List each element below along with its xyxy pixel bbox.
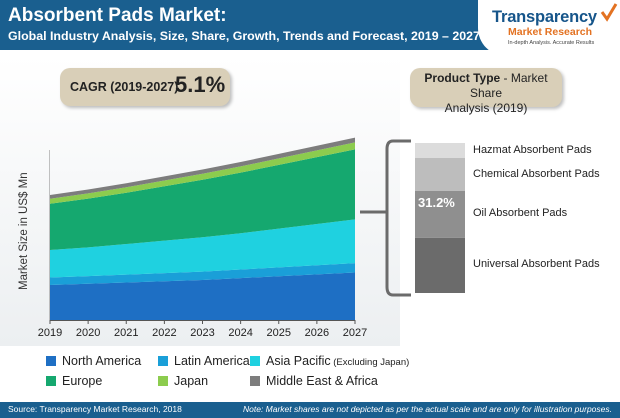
legend: North America Latin America Asia Pacific (… (0, 350, 420, 394)
area-series-latin-america (50, 263, 355, 285)
logo-check-icon (600, 3, 618, 22)
logo-tagline: In-depth Analysis. Accurate Results (508, 40, 595, 46)
legend-swatch (46, 356, 56, 366)
share-bracket (385, 139, 411, 297)
share-segment-hazmat-absorbent-pads (415, 143, 465, 158)
legend-item: Latin America (158, 354, 250, 368)
x-tick-label: 2026 (305, 327, 329, 339)
x-tick-label: 2019 (38, 327, 62, 339)
product-type-label-rest: - Market Share (469, 71, 548, 100)
product-type-label-line2: Analysis (2019) (444, 101, 528, 115)
x-tick-label: 2022 (152, 327, 176, 339)
share-segment-oil-absorbent-pads (415, 191, 465, 238)
share-segment-universal-absorbent-pads (415, 237, 465, 293)
share-segment-value: 31.2% (418, 195, 455, 211)
legend-swatch (158, 376, 168, 386)
footer-source: Source: Transparency Market Research, 20… (8, 404, 182, 414)
area-series-middle-east-africa (50, 137, 355, 199)
legend-note: (Excluding Japan) (330, 357, 410, 368)
area-series-europe (50, 149, 355, 250)
cagr-badge: CAGR (2019-2027) 5.1% (60, 68, 230, 106)
legend-item: Asia Pacific (Excluding Japan) (250, 354, 409, 368)
legend-label: Latin America (174, 354, 250, 368)
legend-label: Middle East & Africa (266, 374, 378, 388)
page-subtitle: Global Industry Analysis, Size, Share, G… (8, 29, 480, 43)
legend-label: Asia Pacific (266, 354, 331, 368)
page-title: Absorbent Pads Market: (8, 5, 227, 26)
share-segment-label: Oil Absorbent Pads (473, 207, 568, 220)
product-type-heading: Product Type - Market Share Analysis (20… (410, 68, 562, 115)
area-series-north-america (50, 272, 355, 320)
cagr-label: CAGR (2019-2027) (70, 80, 179, 94)
share-segment-label: Chemical Absorbent Pads (473, 167, 600, 180)
x-tick-label: 2020 (76, 327, 100, 339)
legend-label: North America (62, 354, 142, 368)
legend-swatch (158, 356, 168, 366)
x-tick-label: 2027 (343, 327, 367, 339)
cagr-value: 5.1% (175, 72, 226, 97)
logo: Transparency Market Research In-depth An… (478, 0, 620, 56)
area-series-japan (50, 142, 355, 204)
share-segment-label: Universal Absorbent Pads (473, 258, 600, 271)
x-tick-label: 2023 (190, 327, 214, 339)
legend-item: North America (46, 354, 141, 368)
x-tick-label: 2025 (267, 327, 291, 339)
logo-sub: Market Research (508, 26, 593, 38)
x-tick-label: 2024 (228, 327, 252, 339)
legend-item: Middle East & Africa (250, 374, 378, 388)
footer-bar: Source: Transparency Market Research, 20… (0, 402, 620, 418)
share-segment-label: Hazmat Absorbent Pads (473, 143, 592, 156)
legend-swatch (46, 376, 56, 386)
logo-name: Transparency (492, 8, 597, 26)
legend-swatch (250, 356, 260, 366)
legend-item: Europe (46, 374, 102, 388)
legend-label: Europe (62, 374, 103, 388)
legend-swatch (250, 376, 260, 386)
footer-note: Note: Market shares are not depicted as … (242, 404, 612, 414)
legend-item: Japan (158, 374, 208, 388)
product-type-label-bold: Product Type (424, 71, 501, 85)
legend-label: Japan (174, 374, 209, 388)
share-segment-chemical-absorbent-pads (415, 158, 465, 191)
x-tick-label: 2021 (114, 327, 138, 339)
area-series-asia-pacific-excluding-japan- (50, 219, 355, 278)
